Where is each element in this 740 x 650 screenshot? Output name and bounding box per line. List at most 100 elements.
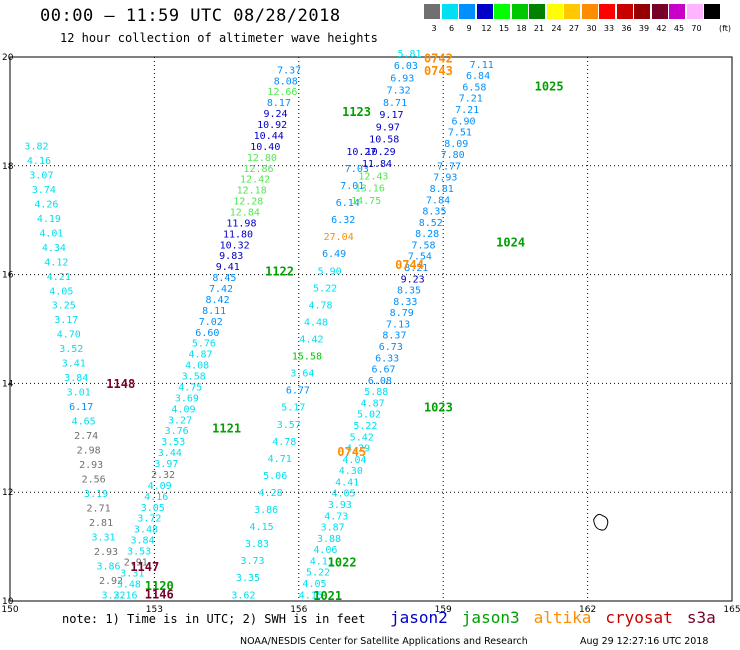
pass-time-label: 1121 (212, 421, 241, 435)
wave-height-value: 12.43 (358, 171, 388, 182)
legend-label: 15 (498, 24, 510, 33)
wave-height-value: 6.08 (368, 376, 392, 387)
legend-swatch (704, 4, 720, 19)
wave-height-value: 3.41 (62, 359, 86, 370)
satellite-name: s3a (686, 608, 716, 627)
wave-height-value: 3.74 (32, 185, 56, 196)
chart-title: 00:00 – 11:59 UTC 08/28/2018 (40, 6, 341, 26)
wave-height-value: 3.05 (141, 503, 165, 514)
wave-height-value: 4.15 (299, 590, 323, 601)
wave-height-value: 7.32 (387, 86, 411, 97)
wave-height-value: 3.31 (92, 532, 116, 543)
legend-swatch (564, 4, 580, 19)
wave-height-value: 4.06 (313, 545, 337, 556)
legend-label: 3 (431, 24, 437, 33)
legend-swatch (616, 4, 633, 19)
wave-height-value: 8.35 (422, 207, 446, 218)
pass-time-label: 1123 (342, 105, 371, 119)
legend-label: 27 (568, 24, 580, 33)
wave-height-value: 3.25 (52, 301, 76, 312)
wave-height-value: 3.73 (240, 556, 264, 567)
legend-label: 30 (586, 24, 597, 33)
wave-height-value: 3.86 (254, 505, 278, 516)
wave-height-value: 27.04 (324, 232, 354, 243)
wave-height-value: 8.28 (415, 229, 439, 240)
wave-height-value: 4.05 (49, 286, 73, 297)
wave-height-value: 6.14 (336, 198, 360, 209)
wave-height-value: 4.26 (34, 199, 58, 210)
pass-time-label: 1023 (424, 401, 453, 415)
wave-height-value: 7.02 (199, 317, 223, 328)
wave-height-value: 8.08 (274, 76, 298, 87)
legend-label: 24 (551, 24, 562, 33)
wave-height-value: 7.03 (345, 164, 369, 175)
wave-height-value: 9.83 (219, 251, 243, 262)
wave-height-value: 5.42 (350, 432, 374, 443)
wave-height-value: 5.22 (313, 283, 337, 294)
wave-height-value: 10.29 (366, 147, 396, 158)
wave-height-value: 3.01 (67, 388, 91, 399)
wave-height-value: 3.83 (245, 539, 269, 550)
legend-label: 6 (448, 24, 455, 33)
pass-time-label: 1148 (106, 377, 135, 391)
wave-height-value: 2.32 (151, 470, 175, 481)
wave-height-value: 4.70 (57, 330, 81, 341)
wave-height-value: 4.65 (72, 417, 96, 428)
wave-height-value: 8.45 (212, 273, 236, 284)
legend-swatch (669, 4, 685, 19)
wave-height-value: 8.21 (404, 263, 428, 274)
pass-time-label: 1146 (145, 587, 174, 601)
y-tick-label: 20 (2, 53, 14, 63)
footer-credit: NOAA/NESDIS Center for Satellite Applica… (240, 636, 528, 647)
wave-height-value: 5.22 (353, 421, 377, 432)
pass-time-label: 0745 (337, 445, 366, 459)
satellite-name: cryosat (605, 608, 673, 627)
y-tick-label: 14 (2, 379, 14, 389)
legend-swatch (529, 4, 545, 19)
wave-height-value: 10.92 (257, 120, 287, 131)
wave-height-value: 3.69 (175, 393, 199, 404)
wave-height-value: 4.73 (324, 511, 348, 522)
wave-height-value: 6.58 (462, 82, 486, 93)
legend-swatch (511, 4, 528, 19)
wave-height-value: 8.17 (267, 98, 291, 109)
wave-height-value: 6.03 (394, 61, 418, 72)
wave-height-value: 8.35 (397, 286, 421, 297)
wave-height-value: 7.13 (386, 319, 410, 330)
x-tick-label: 150 (1, 605, 18, 615)
wave-height-value: 4.75 (178, 382, 202, 393)
wave-height-value: 4.11 (310, 556, 334, 567)
wave-height-value: 4.48 (304, 317, 328, 328)
legend-unit: (ft) (719, 24, 732, 33)
wave-height-value: 11.84 (362, 159, 392, 170)
wave-height-value: 3.35 (236, 573, 260, 584)
wave-height-value: 3.44 (158, 448, 182, 459)
wave-height-value: 6.49 (322, 249, 346, 260)
wave-height-value: 7.01 (340, 181, 364, 192)
wave-height-value: 3.88 (317, 534, 341, 545)
wave-height-value: 4.19 (37, 214, 61, 225)
wave-height-value: 7.58 (411, 240, 435, 251)
legend-swatch (651, 4, 668, 19)
wave-height-value: 4.28 (259, 488, 283, 499)
wave-height-value: 10.58 (369, 135, 399, 146)
wave-height-value: 6.60 (195, 328, 219, 339)
wave-height-value: 4.12 (44, 257, 68, 268)
wave-height-value: 4.09 (171, 404, 195, 415)
wave-height-value: 3.31 (120, 568, 144, 579)
wave-height-value: 4.34 (42, 243, 66, 254)
wave-height-value: 2.93 (79, 460, 103, 471)
pass-time-label: 1022 (328, 556, 357, 570)
wave-height-value: 6.84 (466, 71, 490, 82)
y-tick-label: 10 (2, 597, 14, 607)
wave-height-value: 6.90 (451, 116, 475, 127)
wave-height-value: 3.82 (24, 141, 48, 152)
wave-height-value: 8.09 (444, 139, 468, 150)
y-tick-label: 16 (2, 271, 14, 281)
wave-height-value: 12.84 (230, 207, 260, 218)
wave-height-value: 6.93 (390, 73, 414, 84)
wave-height-value: 9.41 (216, 262, 240, 273)
wave-height-value: 3.53 (127, 547, 151, 558)
legend-swatch (599, 4, 615, 19)
wave-height-value: 3.27 (168, 415, 192, 426)
